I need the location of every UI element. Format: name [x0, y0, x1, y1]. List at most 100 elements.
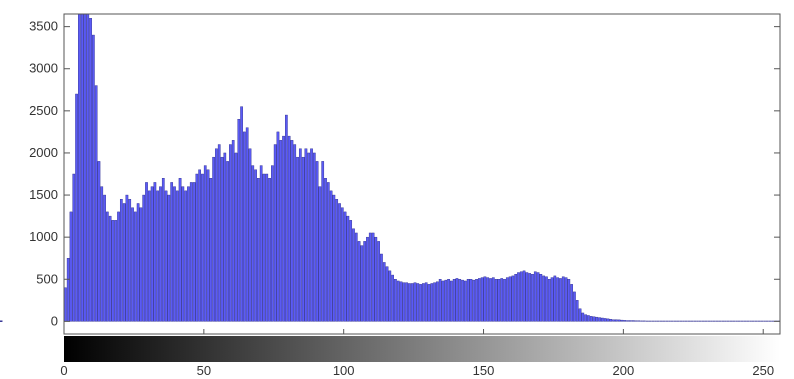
histogram-bar	[192, 182, 196, 322]
histogram-bar	[469, 279, 473, 322]
y-tick-label: 0	[51, 313, 58, 328]
x-tick-label: 250	[752, 363, 774, 378]
histogram-bar	[631, 320, 635, 322]
histogram-bar	[380, 253, 383, 322]
histogram-bar	[181, 186, 185, 322]
histogram-bar	[195, 173, 199, 322]
histogram-bar	[326, 182, 330, 322]
histogram-bar	[475, 279, 478, 322]
histogram-bar	[458, 279, 462, 322]
histogram-bar	[229, 144, 232, 322]
histogram-bar	[223, 152, 227, 322]
histogram-bar	[318, 186, 322, 322]
histogram-bar	[131, 207, 134, 322]
y-tick-label: 3000	[29, 61, 58, 76]
histogram-bar	[497, 279, 501, 322]
histogram-bar	[472, 279, 476, 322]
histogram-bar	[525, 272, 529, 322]
histogram-bar	[595, 316, 599, 322]
histogram-bar	[444, 279, 448, 322]
histogram-bar	[279, 140, 283, 322]
histogram-bar	[617, 319, 621, 322]
histogram-bar	[547, 279, 551, 322]
histogram-bar	[105, 211, 109, 322]
histogram-bar	[273, 144, 277, 322]
histogram-bar	[103, 194, 106, 322]
histogram-bar	[122, 203, 126, 322]
histogram-bar	[419, 284, 422, 322]
histogram-bar	[153, 182, 157, 322]
histogram-bar	[377, 241, 380, 322]
histogram-bar	[517, 272, 520, 322]
histogram-bar	[601, 317, 604, 322]
histogram-bar	[584, 314, 587, 322]
histogram-bar	[108, 215, 112, 322]
histogram-bar	[637, 320, 641, 322]
x-tick-label: 0	[60, 363, 67, 378]
histogram-bar	[634, 320, 638, 322]
histogram-bar	[410, 283, 414, 322]
histogram-bar	[626, 320, 629, 322]
histogram-bar	[285, 114, 288, 322]
histogram-bar	[156, 190, 160, 322]
histogram-bar	[201, 173, 204, 322]
histogram-bar	[254, 169, 257, 322]
histogram-bar	[592, 316, 596, 322]
histogram-bar	[259, 165, 263, 322]
histogram-bar	[570, 284, 573, 322]
histogram-bar	[567, 279, 571, 322]
histogram-bar	[282, 135, 285, 322]
histogram-bar	[486, 277, 490, 322]
histogram-bar	[640, 320, 643, 322]
histogram-bar	[352, 228, 355, 322]
histogram-bar	[578, 308, 582, 322]
histogram-bar	[187, 186, 190, 322]
histogram-bar	[257, 178, 260, 322]
x-tick-label: 50	[197, 363, 211, 378]
y-tick-label: 1000	[29, 229, 58, 244]
histogram-bar	[217, 144, 221, 322]
histogram-bar	[606, 318, 610, 322]
histogram-bar	[114, 220, 118, 322]
histogram-bar	[139, 207, 143, 322]
histogram-bar	[321, 161, 325, 322]
histogram-bar	[287, 135, 291, 322]
histogram-bar	[514, 274, 518, 322]
histogram-bar	[508, 276, 512, 322]
histogram-bar	[368, 232, 372, 322]
histogram-bar	[203, 165, 207, 322]
histogram-bar	[385, 266, 389, 322]
histogram-bar	[119, 199, 123, 322]
histogram-bar	[360, 245, 364, 322]
histogram-bar	[371, 232, 375, 322]
histogram-bar	[117, 211, 120, 322]
histogram-bar	[561, 276, 565, 322]
histogram-bar	[396, 280, 400, 322]
histogram-bar	[542, 275, 546, 322]
histogram-bar	[97, 161, 101, 322]
histogram-bar	[539, 274, 543, 322]
histogram-bar	[422, 283, 425, 322]
histogram-bar	[553, 275, 557, 322]
histogram-bar	[464, 280, 467, 322]
histogram-bar	[489, 278, 492, 322]
histogram-bar	[167, 194, 171, 322]
histogram-bar	[528, 273, 532, 322]
histogram-bar	[357, 241, 361, 322]
histogram-bar	[147, 190, 151, 322]
histogram-bar	[483, 276, 487, 322]
histogram-bar	[598, 317, 601, 322]
histogram-bar	[477, 278, 481, 322]
histogram-bar	[450, 280, 453, 322]
histogram-bar	[133, 211, 137, 322]
histogram-bar	[573, 291, 576, 322]
histogram-bar	[86, 13, 90, 322]
x-tick-label: 150	[473, 363, 495, 378]
histogram-bar	[427, 284, 431, 322]
histogram-bar	[142, 194, 146, 322]
histogram-bar	[170, 182, 174, 322]
histogram-bar	[100, 186, 104, 322]
histogram-bar	[251, 165, 255, 322]
histogram-bar	[413, 282, 417, 322]
histogram-bar	[531, 274, 534, 322]
